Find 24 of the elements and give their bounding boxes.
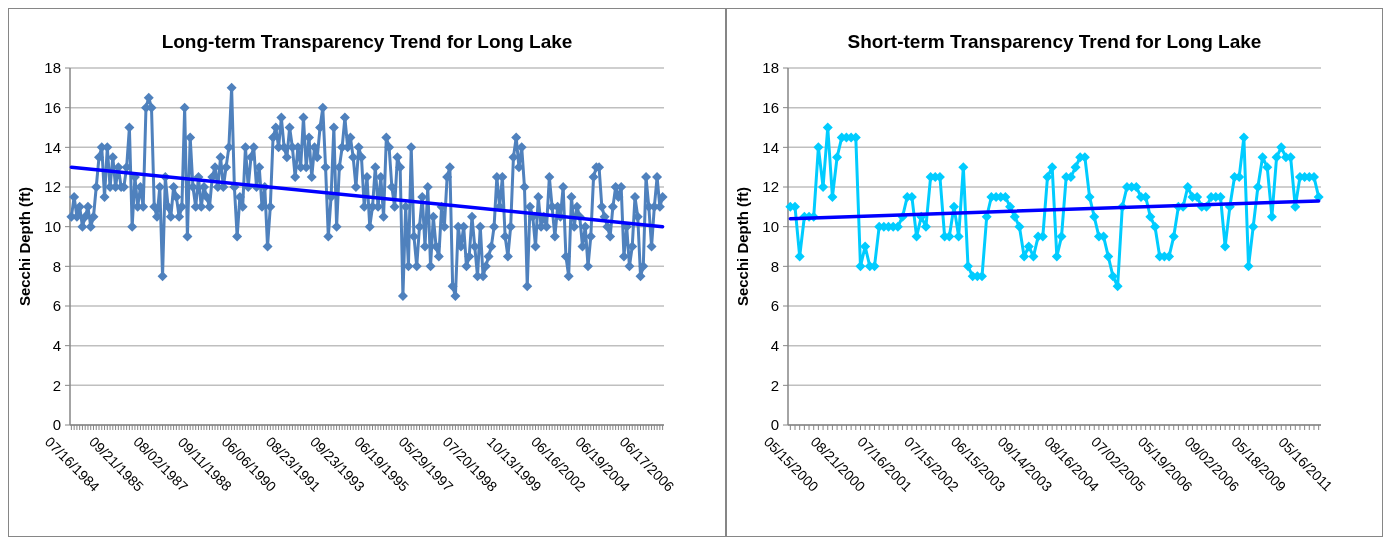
y-tick-label: 4 [52, 336, 61, 354]
y-tick-label: 0 [770, 416, 779, 434]
y-tick-label: 4 [770, 336, 779, 354]
y-tick-label: 6 [770, 297, 779, 315]
y-tick-label: 8 [770, 257, 779, 275]
chart-title: Short-term Transparency Trend for Long Lake [847, 31, 1262, 52]
y-tick-label: 10 [44, 217, 61, 235]
y-axis-title: Secchi Depth (ft) [734, 186, 751, 307]
y-tick-label: 14 [762, 138, 779, 156]
y-axis-title: Secchi Depth (ft) [16, 186, 33, 307]
y-tick-label: 18 [762, 59, 779, 77]
y-tick-label: 8 [52, 257, 61, 275]
y-tick-label: 18 [44, 59, 61, 77]
y-tick-label: 2 [52, 376, 61, 394]
y-tick-label: 14 [44, 138, 61, 156]
y-tick-label: 0 [52, 416, 61, 434]
chart-title: Long-term Transparency Trend for Long Lake [161, 31, 573, 52]
y-tick-label: 12 [44, 178, 61, 196]
y-tick-label: 12 [762, 178, 779, 196]
y-tick-label: 10 [762, 217, 779, 235]
y-tick-label: 2 [770, 376, 779, 394]
y-tick-label: 16 [44, 98, 61, 116]
y-tick-label: 16 [762, 98, 779, 116]
y-tick-label: 6 [52, 297, 61, 315]
